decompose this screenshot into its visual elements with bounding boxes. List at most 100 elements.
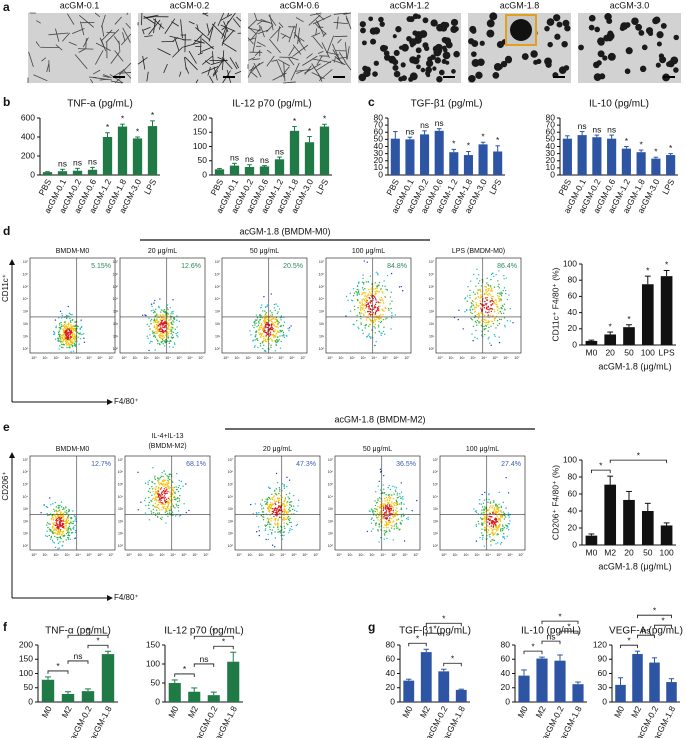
flow-event: [289, 517, 291, 520]
flow-event: [495, 510, 497, 513]
fiber: [318, 69, 333, 82]
flow-event: [378, 302, 380, 304]
particle: [443, 22, 450, 29]
flow-event: [63, 325, 66, 327]
image-label: acGM-0.2: [170, 0, 210, 10]
flow-event: [271, 497, 273, 500]
chart-title: IL-10 (pg/mL): [589, 99, 649, 110]
flow-event: [254, 336, 257, 338]
flow-event: [58, 330, 61, 333]
flow-event: [384, 285, 386, 287]
flow-tick-label: 10⁷: [113, 260, 119, 264]
flow-event: [364, 303, 366, 305]
fiber: [312, 15, 332, 25]
flow-event: [174, 515, 177, 517]
flow-tick-label: 10⁵: [382, 356, 388, 360]
fiber: [333, 57, 336, 63]
particle: [553, 14, 561, 22]
flow-event: [165, 339, 167, 341]
flow-event: [255, 338, 258, 340]
flow-event: [151, 498, 154, 501]
fiber: [208, 26, 214, 42]
flow-event: [64, 321, 67, 323]
flow-event: [500, 294, 503, 297]
bracket: [87, 644, 109, 649]
flow-event: [154, 478, 157, 481]
flow-event: [177, 486, 180, 489]
flow-event: [487, 305, 489, 308]
flow-event: [72, 328, 75, 331]
flow-event: [169, 319, 171, 321]
flow-event: [54, 524, 57, 527]
particle: [673, 67, 679, 73]
flow-event: [491, 272, 494, 275]
flow-event: [387, 526, 389, 529]
flow-event: [362, 298, 365, 300]
flow-event: [281, 483, 284, 485]
flow-event: [353, 309, 356, 311]
flow-event: [464, 297, 467, 299]
flow-event: [65, 510, 68, 512]
flow-event: [476, 314, 478, 316]
flow-tick-label: 10⁴: [267, 356, 273, 360]
flow-event: [491, 520, 494, 522]
panel-letter: b: [3, 95, 10, 109]
flow-event: [388, 511, 391, 513]
flow-event: [393, 514, 395, 516]
flow-event: [385, 496, 387, 499]
flow-event: [269, 526, 271, 528]
flow-event: [397, 518, 400, 520]
significance: ns: [88, 157, 97, 167]
flow-event: [479, 517, 482, 519]
flow-tick-label: 10⁰: [441, 553, 447, 557]
flow-event: [378, 309, 381, 312]
flow-event: [162, 309, 164, 312]
flow-event: [495, 530, 498, 532]
flow-event: [166, 506, 169, 509]
flow-event: [362, 303, 365, 306]
flow-event: [254, 320, 256, 323]
flow-event: [66, 341, 68, 343]
flow-event: [364, 295, 366, 297]
flow-event: [177, 490, 180, 493]
flow-event: [254, 324, 256, 326]
particle: [416, 14, 421, 19]
particle: [416, 64, 421, 70]
flow-event: [264, 325, 266, 328]
flow-event: [154, 499, 156, 501]
flow-event: [494, 525, 496, 528]
flow-event: [397, 527, 399, 529]
bar: [604, 334, 617, 345]
flow-event: [399, 495, 401, 498]
fiber: [94, 12, 101, 18]
flow-event: [164, 329, 167, 332]
flow-event: [365, 298, 367, 300]
flow-event: [475, 297, 478, 299]
bar: [405, 139, 415, 175]
flow-event: [277, 526, 279, 529]
flow-tick-label: 10⁶: [289, 356, 295, 360]
particle: [620, 22, 629, 30]
particle: [648, 30, 654, 37]
flow-event: [383, 530, 385, 532]
fiber: [222, 50, 225, 70]
flow-title: BMDM-M0: [56, 446, 90, 453]
flow-event: [498, 270, 500, 272]
flow-event: [158, 306, 160, 309]
flow-event: [269, 337, 272, 340]
particle: [406, 16, 413, 22]
x-tick-label: M0: [400, 704, 415, 719]
flow-event: [364, 327, 366, 329]
bar: [604, 484, 617, 545]
significance: ns: [405, 126, 414, 136]
flow-event: [263, 296, 265, 298]
flow-event: [55, 517, 57, 519]
fiber: [197, 52, 204, 56]
fiber: [55, 44, 63, 51]
flow-event: [148, 496, 150, 499]
flow-event: [382, 508, 385, 510]
flow-event: [154, 299, 156, 302]
particle: [546, 18, 555, 26]
flow-tick-label: 10²: [258, 553, 264, 557]
fiber: [235, 61, 239, 69]
